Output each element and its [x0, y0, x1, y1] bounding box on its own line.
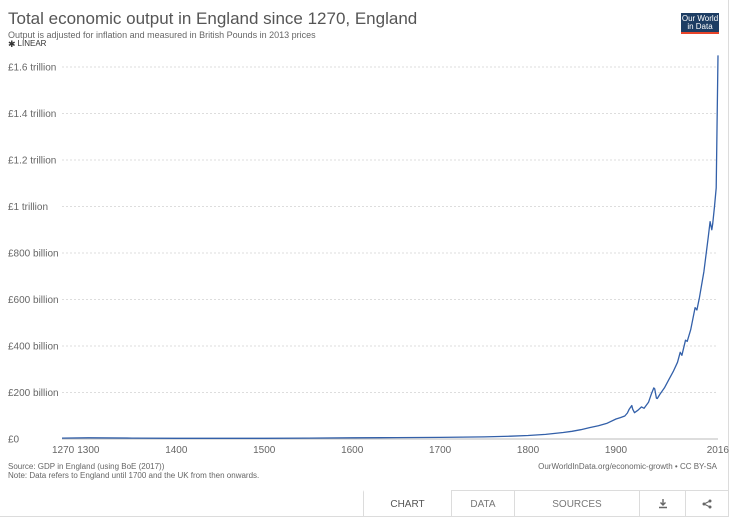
- y-tick-label: £800 billion: [8, 249, 59, 260]
- logo-line-2: in Data: [687, 22, 713, 31]
- download-button[interactable]: [639, 491, 685, 517]
- y-tick-label: £200 billion: [8, 388, 59, 399]
- y-tick-label: £400 billion: [8, 342, 59, 353]
- logo-line-1: Our World: [681, 14, 719, 23]
- scale-toggle-button[interactable]: ✱ LINEAR: [8, 39, 46, 48]
- chart-svg: £0 £200 billion £400 billion £600 billion £8…: [8, 55, 730, 456]
- y-tick-label: £0: [8, 435, 20, 446]
- y-tick-label: £1.4 trillion: [8, 109, 56, 120]
- footer-notes: Source: GDP in England (using BoE (2017)…: [8, 462, 259, 480]
- x-tick-label: 2016: [707, 445, 730, 456]
- x-tick-label: 1600: [341, 445, 364, 456]
- x-tick-label: 1900: [605, 445, 628, 456]
- share-button[interactable]: [685, 491, 728, 517]
- series-line[interactable]: [61, 55, 719, 439]
- y-tick-label: £1.6 trillion: [8, 63, 56, 74]
- y-tick-label: £600 billion: [8, 295, 59, 306]
- y-tick-label: £1 trillion: [8, 202, 48, 213]
- tab-bar: CHART DATA SOURCES: [363, 490, 728, 517]
- share-icon: [702, 499, 712, 509]
- scale-toggle-label: LINEAR: [17, 39, 47, 48]
- x-tick-label: 1400: [165, 445, 188, 456]
- x-tick-label: 1270: [52, 445, 75, 456]
- x-tick-label: 1700: [429, 445, 452, 456]
- chart-subtitle: Output is adjusted for inflation and mea…: [8, 30, 316, 40]
- chart-title: Total economic output in England since 1…: [8, 9, 418, 28]
- tab-sources[interactable]: SOURCES: [514, 491, 639, 517]
- x-tick-label: 1500: [253, 445, 276, 456]
- source-text: Source: GDP in England (using BoE (2017)…: [8, 462, 165, 471]
- y-tick-label: £1.2 trillion: [8, 156, 56, 167]
- tab-chart[interactable]: CHART: [363, 490, 451, 516]
- note-text: Note: Data refers to England until 1700 …: [8, 471, 260, 480]
- tab-data[interactable]: DATA: [451, 491, 514, 517]
- x-tick-label: 1800: [517, 445, 540, 456]
- gear-icon: ✱: [8, 38, 16, 49]
- x-tick-label: 1300: [77, 445, 100, 456]
- attribution-link[interactable]: OurWorldInData.org/economic-growth • CC …: [538, 462, 717, 471]
- logo-accent-bar: [681, 32, 719, 34]
- download-icon: [658, 499, 667, 509]
- owid-logo[interactable]: Our World in Data: [681, 13, 719, 34]
